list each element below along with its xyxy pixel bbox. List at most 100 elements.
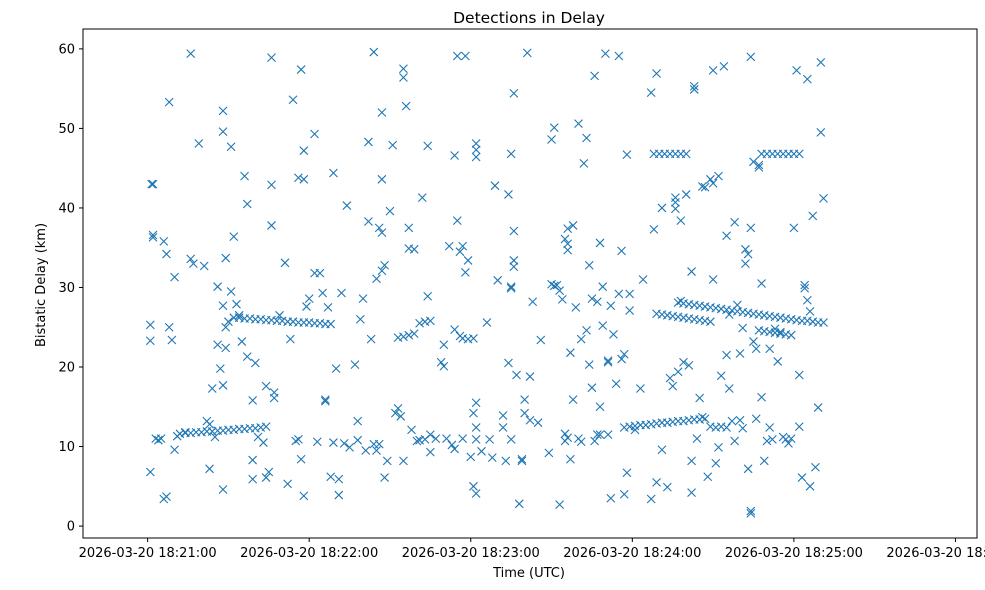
data-point-x-marker — [625, 289, 635, 299]
data-point-x-marker — [267, 53, 276, 63]
data-point-x-marker — [746, 506, 756, 516]
x-axis-ticks: 2026-03-20 18:21:00 2026-03-20 18:22:00 20… — [79, 538, 985, 561]
data-point-x-marker — [458, 434, 468, 443]
data-point-x-marker — [487, 453, 497, 463]
y-tick-label: 50 — [58, 122, 75, 137]
data-point-x-marker — [471, 398, 481, 408]
data-point-x-marker — [334, 490, 344, 500]
data-point-x-marker — [638, 275, 648, 284]
data-point-x-marker — [681, 149, 691, 159]
data-point-x-marker — [396, 411, 406, 421]
data-point-x-marker — [302, 302, 311, 311]
data-point-x-marker — [520, 395, 530, 405]
data-point-x-marker — [528, 297, 538, 307]
data-point-x-marker — [450, 151, 459, 160]
data-point-x-marker — [722, 231, 731, 241]
data-point-x-marker — [568, 221, 578, 230]
data-point-x-marker — [318, 288, 328, 298]
data-point-x-marker — [261, 473, 271, 482]
data-point-x-marker — [269, 388, 279, 397]
data-point-x-marker — [482, 318, 492, 327]
data-point-x-marker — [673, 367, 683, 377]
data-point-x-marker — [458, 241, 468, 251]
data-point-x-marker — [194, 139, 204, 148]
data-point-x-marker — [415, 318, 424, 328]
data-point-x-marker — [377, 108, 387, 117]
data-point-x-marker — [646, 88, 656, 98]
data-point-x-marker — [331, 364, 341, 373]
data-point-x-marker — [299, 174, 309, 184]
data-point-x-marker — [687, 456, 696, 466]
data-point-x-marker — [259, 438, 268, 447]
data-point-x-marker — [275, 310, 284, 320]
data-point-x-marker — [369, 47, 379, 57]
data-point-x-marker — [164, 322, 174, 332]
data-point-x-marker — [377, 228, 387, 237]
data-point-x-marker — [267, 221, 276, 230]
data-point-x-marker — [299, 146, 309, 156]
data-point-x-marker — [646, 494, 656, 504]
data-point-x-marker — [517, 454, 527, 464]
data-point-x-marker — [460, 267, 470, 277]
data-point-x-marker — [506, 283, 516, 293]
y-tick-label: 30 — [58, 281, 75, 296]
data-point-x-marker — [326, 319, 336, 329]
data-point-x-marker — [590, 436, 600, 446]
data-point-x-marker — [557, 295, 567, 304]
data-point-x-marker — [450, 444, 459, 454]
data-point-x-marker — [221, 322, 231, 332]
data-point-x-marker — [625, 306, 635, 315]
data-point-x-marker — [189, 259, 198, 269]
y-tick-label: 60 — [58, 42, 75, 57]
data-point-x-marker — [727, 416, 737, 426]
data-point-x-marker — [746, 508, 756, 518]
data-point-x-marker — [759, 456, 769, 466]
data-point-x-marker — [514, 499, 524, 509]
data-point-x-marker — [568, 395, 578, 405]
data-point-x-marker — [587, 383, 597, 393]
data-point-x-marker — [436, 357, 446, 367]
data-point-x-marker — [757, 279, 766, 288]
data-point-x-marker — [566, 454, 575, 464]
x-tick-label: 2026-03-20 18:26:00 — [886, 546, 985, 561]
y-axis-ticks: 0 10 20 30 40 50 60 — [58, 42, 83, 535]
y-tick-label: 40 — [58, 201, 75, 216]
data-point-x-marker — [504, 190, 513, 199]
data-point-x-marker — [802, 74, 812, 84]
data-point-x-marker — [706, 174, 715, 184]
data-point-x-marker — [722, 423, 731, 432]
data-point-x-marker — [170, 445, 179, 455]
x-tick-label: 2026-03-20 18:23:00 — [402, 546, 540, 561]
data-point-x-marker — [649, 225, 659, 234]
data-point-x-marker — [794, 149, 804, 159]
data-point-x-marker — [469, 408, 478, 418]
y-tick-label: 20 — [58, 361, 75, 376]
data-point-x-marker — [601, 49, 610, 59]
data-point-x-marker — [714, 442, 723, 452]
data-point-x-marker — [738, 423, 748, 433]
data-point-x-marker — [145, 467, 155, 477]
data-point-x-marker — [816, 58, 826, 67]
data-point-x-marker — [199, 261, 209, 271]
data-point-x-marker — [218, 485, 228, 494]
data-point-x-marker — [469, 333, 478, 343]
data-point-x-marker — [735, 415, 745, 425]
data-point-x-marker — [668, 381, 678, 391]
data-point-x-marker — [560, 234, 570, 244]
data-point-x-marker — [221, 343, 231, 353]
data-point-x-marker — [743, 464, 753, 474]
data-point-x-marker — [213, 340, 223, 350]
data-point-x-marker — [520, 408, 530, 418]
data-point-x-marker — [471, 139, 481, 148]
data-point-x-marker — [463, 256, 473, 265]
data-point-x-marker — [614, 51, 624, 61]
data-point-x-marker — [342, 201, 352, 210]
data-point-x-marker — [657, 445, 667, 455]
data-point-x-marker — [358, 294, 368, 303]
data-point-x-marker — [350, 360, 360, 370]
data-point-x-marker — [716, 371, 726, 381]
data-point-x-marker — [154, 435, 163, 445]
data-point-x-marker — [304, 294, 314, 303]
y-axis-label: Bistatic Delay (km) — [34, 223, 49, 347]
